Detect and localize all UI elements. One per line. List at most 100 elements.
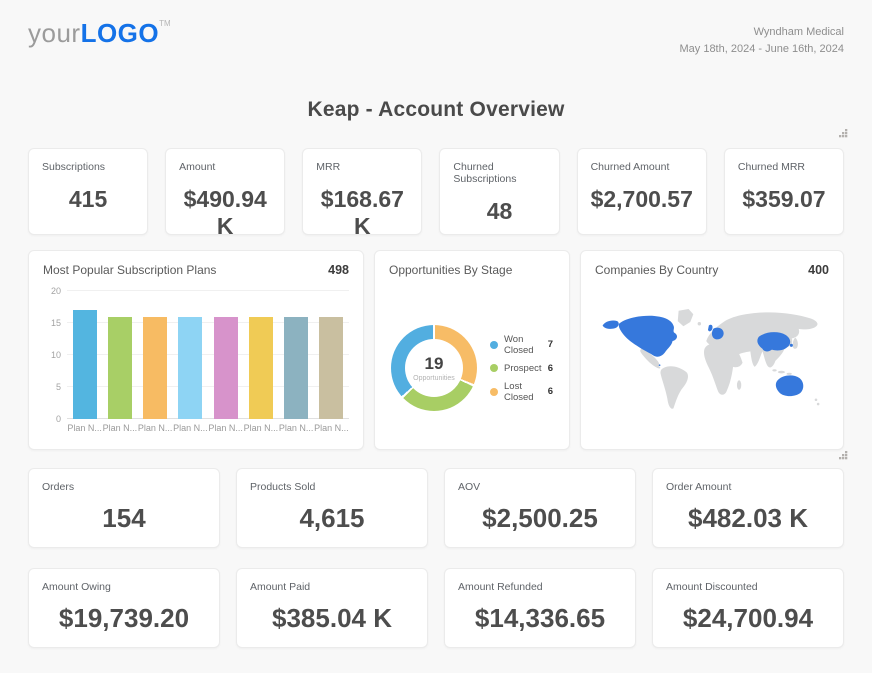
- region-north-america-highlight: [618, 315, 677, 357]
- legend-dot-icon: [490, 364, 498, 373]
- bar-plan-n-4[interactable]: [213, 316, 238, 420]
- world-map: [595, 285, 829, 435]
- companies-map-card: Companies By Country 400: [580, 250, 844, 451]
- kpi-value: $24,700.94: [682, 603, 814, 634]
- bar-plan-n-5[interactable]: [248, 316, 273, 420]
- legend-label: Prospect: [504, 362, 542, 374]
- landmass-new-zealand-1: [814, 398, 817, 402]
- kpi-value: 154: [102, 503, 146, 534]
- kpi-label: Subscriptions: [42, 161, 106, 174]
- kpi-value: $490.94 K: [183, 186, 267, 240]
- legend-label: Won Closed: [504, 333, 534, 356]
- kpi-value: 415: [68, 186, 108, 213]
- client-name: Wyndham Medical: [753, 26, 844, 38]
- region-panama-highlight: [658, 364, 661, 367]
- kpi-label: Amount: [179, 161, 216, 174]
- landmass-indonesia-1: [772, 369, 777, 372]
- legend-value: 6: [547, 386, 553, 398]
- kpi-value: $482.03 K: [688, 503, 808, 534]
- kpi-card-mrr: MRR $168.67 K: [302, 148, 423, 239]
- region-australia-highlight: [775, 375, 803, 397]
- bar-plan-n-1[interactable]: [107, 316, 132, 420]
- bar-chart: 0 5 10 15 20: [43, 286, 349, 424]
- kpi-value: $168.67 K: [320, 186, 404, 240]
- kpi-row-bottom: Amount Owing $19,739.20 Amount Paid $385.04…: [28, 568, 844, 649]
- kpi-card-amount-refunded: Amount Refunded $14,336.65: [444, 568, 636, 649]
- chart-card-header: Most Popular Subscription Plans 498: [43, 263, 349, 277]
- x-tick-label: Plan N...: [243, 423, 279, 434]
- legend-item-won-closed[interactable]: Won Closed 7: [490, 334, 553, 356]
- gridline: [67, 290, 349, 292]
- legend-item-prospect[interactable]: Prospect 6: [490, 363, 553, 374]
- landmass-new-zealand-2: [816, 402, 820, 406]
- bar-plan-n-0[interactable]: [72, 310, 97, 420]
- gridline: [67, 386, 349, 388]
- kpi-label: Amount Refunded: [458, 581, 543, 594]
- chart-total-badge: 400: [808, 263, 829, 278]
- region-europe-highlight: [711, 327, 724, 340]
- kpi-value: $19,739.20: [58, 603, 190, 634]
- kpi-card-churned-mrr: Churned MRR $359.07: [723, 148, 845, 236]
- charts-row: Most Popular Subscription Plans 498 0 5 10…: [28, 250, 844, 451]
- region-china-highlight: [757, 332, 790, 352]
- x-tick-label: Plan N...: [278, 423, 314, 434]
- kpi-card-amount-paid: Amount Paid $385.04 K: [236, 568, 428, 649]
- kpi-card-order-amount: Order Amount $482.03 K: [652, 468, 844, 549]
- x-tick-label: Plan N...: [67, 423, 102, 434]
- y-tick-label: 15: [50, 318, 61, 329]
- legend-dot-icon: [490, 340, 498, 349]
- kpi-label: MRR: [316, 161, 341, 174]
- donut-chart: 19 Opportunities Won Closed 7 Prospect 6 Los…: [389, 325, 555, 412]
- x-tick-label: Plan N...: [314, 423, 349, 434]
- date-range: May 18th, 2024 - June 16th, 2024: [679, 43, 844, 56]
- kpi-label: Amount Owing: [42, 581, 111, 594]
- legend-label: Lost Closed: [504, 380, 534, 403]
- gridline: [67, 322, 349, 324]
- landmass-japan: [792, 337, 798, 349]
- y-tick-label: 0: [55, 414, 61, 425]
- bar-plan-n-2[interactable]: [143, 316, 168, 420]
- logo-trademark: TM: [159, 19, 171, 28]
- resize-handle-icon[interactable]: [839, 125, 848, 138]
- page-title: Keap - Account Overview: [307, 98, 565, 122]
- bar-plan-n-6[interactable]: [284, 316, 309, 420]
- kpi-row-top: Subscriptions 415 Amount $490.94 K MRR $168.6…: [28, 148, 845, 239]
- bar-chart-y-axis: 0 5 10 15 20: [43, 286, 67, 424]
- subscription-plans-chart-card: Most Popular Subscription Plans 498 0 5 10…: [28, 250, 364, 451]
- kpi-card-subscriptions: Subscriptions 415: [28, 148, 149, 236]
- bar-chart-plot: [67, 290, 349, 420]
- x-tick-label: Plan N...: [137, 423, 173, 434]
- bar-plan-n-3[interactable]: [178, 316, 203, 420]
- kpi-label: Churned MRR: [737, 161, 805, 174]
- donut-legend: Won Closed 7 Prospect 6 Lost Closed 6: [490, 334, 555, 403]
- x-tick-label: Plan N...: [173, 423, 208, 434]
- legend-dot-icon: [490, 387, 498, 396]
- kpi-label: Churned Amount: [590, 161, 670, 174]
- legend-value: 6: [547, 362, 553, 374]
- x-tick-label: Plan N...: [102, 423, 138, 434]
- y-tick-label: 5: [55, 382, 61, 393]
- resize-handle-icon[interactable]: [839, 447, 848, 460]
- legend-item-lost-closed[interactable]: Lost Closed 6: [490, 381, 553, 403]
- chart-total-badge: 498: [328, 263, 349, 278]
- kpi-value: $359.07: [742, 186, 826, 213]
- kpi-value: $14,336.65: [474, 603, 606, 634]
- landmass-indonesia-3: [786, 372, 792, 375]
- y-tick-label: 20: [50, 286, 61, 297]
- kpi-value: $385.04 K: [272, 603, 392, 634]
- report-meta: Wyndham Medical May 18th, 2024 - June 16…: [679, 20, 844, 58]
- kpi-label: AOV: [458, 481, 481, 494]
- bar-plan-n-7[interactable]: [319, 316, 344, 420]
- kpi-label: Amount Discounted: [666, 581, 758, 594]
- kpi-row-middle: Orders 154 Products Sold 4,615 AOV $2,500.25 O…: [28, 468, 844, 549]
- kpi-label: Churned Subscriptions: [453, 161, 517, 186]
- header: yourLOGOTM Wyndham Medical May 18th, 202…: [28, 20, 844, 58]
- landmass-iceland: [697, 322, 701, 326]
- chart-card-header: Companies By Country 400: [595, 263, 829, 277]
- region-uk-highlight: [707, 324, 713, 332]
- donut-center: 19 Opportunities: [405, 339, 463, 398]
- logo-main: LOGO: [80, 18, 160, 48]
- landmass-indonesia-2: [777, 370, 785, 374]
- chart-title: Companies By Country: [595, 263, 719, 278]
- landmass-greenland: [677, 309, 693, 327]
